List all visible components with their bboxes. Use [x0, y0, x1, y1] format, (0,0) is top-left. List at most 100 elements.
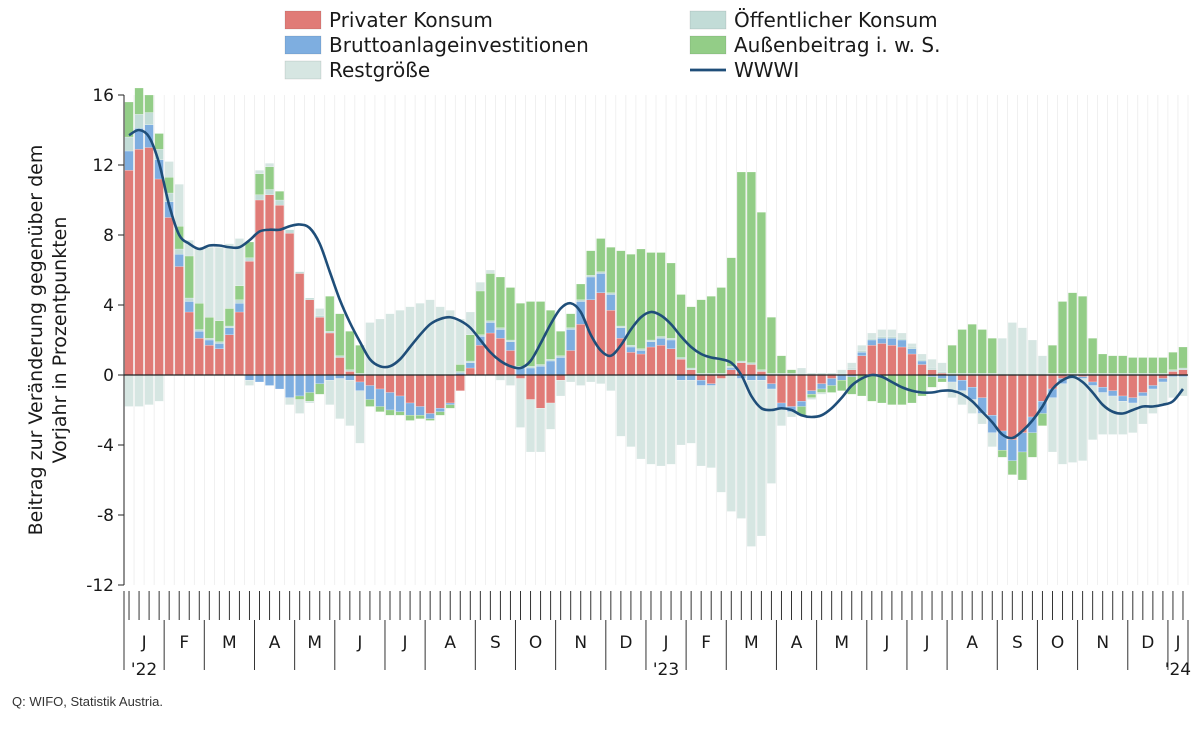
y-tick-label: 16 [92, 86, 114, 106]
bar-segment-1 [957, 380, 967, 391]
bar-segment-2 [234, 299, 244, 304]
bar-segment-3 [475, 290, 485, 335]
bar-segment-4 [756, 380, 766, 537]
legend: Privater Konsum Öffentlicher Konsum Brutto… [284, 8, 940, 82]
bar-segment-2 [275, 199, 285, 206]
bar-segment-0 [465, 367, 475, 376]
bar-segment-1 [224, 327, 234, 335]
bar-segment-3 [144, 94, 154, 113]
bar-segment-0 [656, 345, 666, 376]
bar-segment-0 [1037, 374, 1047, 402]
bar-segment-0 [425, 374, 435, 414]
bar-segment-4 [536, 408, 546, 453]
bar-segment-2 [315, 315, 325, 318]
bar-segment-4 [656, 374, 666, 467]
bar-segment-2 [596, 271, 606, 274]
bar-segment-4 [425, 299, 435, 374]
bar-segment-4 [1128, 402, 1138, 433]
x-month-label: M [744, 633, 759, 653]
bar-segment-0 [626, 352, 636, 376]
bar-segment-2 [736, 360, 746, 363]
bar-segment-3 [1017, 451, 1027, 481]
bar-segment-0 [927, 369, 937, 376]
bar-segment-0 [907, 353, 917, 376]
bar-segment-3 [1027, 432, 1037, 458]
bar-segment-0 [445, 374, 455, 404]
bar-segment-4 [917, 353, 927, 360]
bar-segment-3 [1098, 353, 1108, 374]
bar-segment-3 [485, 273, 495, 321]
bar-segment-1 [285, 374, 295, 398]
bar-segment-3 [254, 173, 265, 195]
bar-segment-0 [124, 170, 134, 376]
bar-segment-1 [1007, 439, 1017, 461]
bar-segment-1 [817, 383, 827, 390]
bar-segment-1 [827, 378, 837, 386]
bar-segment-4 [505, 374, 515, 386]
bar-segment-1 [877, 338, 887, 344]
bar-segment-3 [425, 418, 435, 421]
bar-segment-2 [345, 369, 355, 372]
x-month-label: D [1141, 633, 1154, 653]
x-month-label: J [883, 633, 889, 653]
bar-segment-2 [536, 364, 546, 367]
legend-label: Restgröße [329, 58, 430, 82]
bar-segment-0 [184, 311, 194, 376]
bar-segment-3 [556, 331, 566, 356]
bar-segment-0 [526, 374, 536, 400]
bar-segment-4 [164, 161, 174, 178]
bar-segment-4 [405, 306, 415, 374]
bar-segment-2 [676, 357, 686, 360]
bar-segment-0 [807, 374, 817, 391]
legend-swatch [284, 10, 322, 30]
bar-segment-0 [857, 355, 867, 376]
bar-segment-0 [234, 311, 244, 376]
bar-segment-2 [867, 338, 877, 341]
bar-segment-4 [877, 329, 887, 337]
y-axis-label: Beitrag zur Veränderung gegenüber demVor… [25, 145, 71, 536]
bar-segment-4 [616, 374, 626, 437]
bar-segment-3 [184, 255, 194, 299]
bar-segment-4 [586, 374, 596, 383]
bar-segment-1 [405, 402, 415, 416]
bar-segment-0 [1148, 374, 1158, 386]
bar-segment-4 [897, 332, 907, 339]
x-year-label: '24 [1165, 660, 1191, 680]
bar-segment-2 [917, 359, 927, 362]
chart: Privater Konsum Öffentlicher Konsum Brutto… [25, 8, 1191, 680]
bar-segment-3 [395, 411, 405, 416]
bar-segment-0 [1017, 374, 1027, 433]
bar-segment-2 [485, 320, 495, 323]
bar-segment-1 [566, 329, 576, 351]
bar-segment-0 [977, 374, 987, 398]
bar-segment-3 [315, 383, 325, 395]
wwwi-line [128, 128, 1185, 440]
legend-label: WWWI [734, 58, 799, 82]
bar-segment-3 [1178, 346, 1188, 369]
bar-segment-2 [455, 371, 465, 374]
bar-segment-0 [1118, 374, 1128, 397]
bar-segment-1 [746, 374, 756, 381]
bar-segment-3 [957, 329, 967, 374]
bar-segment-2 [305, 297, 315, 300]
bar-segment-2 [505, 339, 515, 342]
bar-segment-1 [536, 366, 546, 376]
bar-segment-3 [1138, 357, 1148, 374]
x-month-label: A [444, 633, 456, 653]
x-month-label: A [966, 633, 978, 653]
bar-segment-3 [666, 262, 676, 339]
bar-segment-3 [927, 376, 937, 388]
x-month-label: O [529, 633, 542, 653]
bar-segment-0 [797, 374, 807, 402]
bar-segment-0 [817, 374, 827, 384]
bar-segment-0 [1088, 374, 1098, 383]
bar-segment-3 [576, 283, 586, 300]
bar-segment-4 [937, 362, 947, 372]
bar-segment-1 [676, 374, 686, 381]
bar-segment-0 [997, 374, 1007, 432]
bar-segment-4 [204, 247, 214, 318]
bar-segment-4 [736, 378, 746, 519]
bar-segment-1 [445, 402, 455, 405]
bar-segment-1 [465, 362, 475, 369]
bar-segment-2 [847, 367, 857, 370]
